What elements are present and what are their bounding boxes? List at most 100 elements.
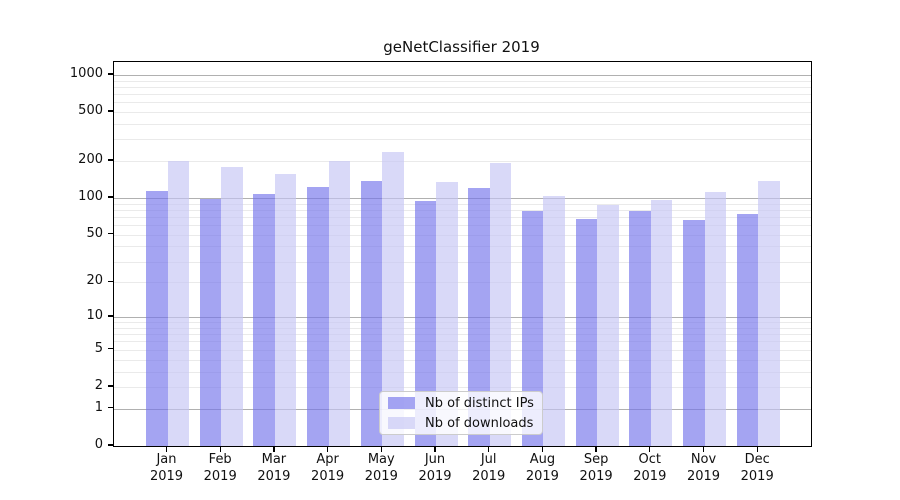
bar-ips-dec xyxy=(736,214,759,446)
x-tick-oct xyxy=(649,446,651,452)
x-tick-label-oct: Oct 2019 xyxy=(633,452,667,484)
x-tick-jan xyxy=(165,446,168,452)
bar-ips-may xyxy=(360,180,383,446)
bar-ips-aug xyxy=(521,211,544,446)
y-tick-label-100: 100 xyxy=(78,189,103,205)
y-gridline-90 xyxy=(114,203,811,205)
x-tick-dec xyxy=(756,446,758,452)
y-tick-label-500: 500 xyxy=(78,103,103,119)
x-tick-mar xyxy=(273,446,275,452)
legend-label-downloads: Nb of downloads xyxy=(425,415,534,431)
y-gridline-200 xyxy=(114,161,811,163)
legend: Nb of distinct IPs Nb of downloads xyxy=(379,391,543,435)
x-tick-apr xyxy=(326,446,329,452)
y-tick-20 xyxy=(108,280,113,283)
bar-downloads-jan xyxy=(167,161,189,446)
chart-title: geNetClassifier 2019 xyxy=(383,38,540,56)
bar-ips-sep xyxy=(575,219,598,446)
legend-item-distinct-ips: Nb of distinct IPs xyxy=(388,395,542,412)
bar-downloads-nov xyxy=(704,192,726,446)
y-gridline-9 xyxy=(114,322,811,324)
x-tick-label-jul: Jul 2019 xyxy=(472,452,506,484)
y-gridline-600 xyxy=(114,102,811,104)
y-tick-10 xyxy=(108,315,113,317)
y-gridline-80 xyxy=(114,209,811,211)
bar-ips-nov xyxy=(683,220,705,446)
y-tick-label-2: 2 xyxy=(94,377,103,393)
y-tick-5 xyxy=(108,348,113,350)
y-tick-0 xyxy=(108,444,113,446)
y-gridline-20 xyxy=(114,282,811,284)
x-tick-label-apr: Apr 2019 xyxy=(311,452,345,484)
y-tick-label-0: 0 xyxy=(94,437,103,452)
bar-ips-oct xyxy=(629,211,651,446)
legend-swatch-distinct-ips xyxy=(388,397,415,409)
bar-ips-apr xyxy=(307,187,329,446)
x-tick-label-mar: Mar 2019 xyxy=(257,452,291,484)
x-tick-label-feb: Feb 2019 xyxy=(203,452,237,484)
y-gridline-30 xyxy=(114,261,811,263)
bar-ips-mar xyxy=(253,193,275,446)
y-gridline-7 xyxy=(114,334,811,336)
x-tick-jul xyxy=(488,446,490,452)
y-tick-50 xyxy=(108,233,113,235)
y-tick-500 xyxy=(108,110,113,112)
bar-downloads-aug xyxy=(543,195,565,446)
y-tick-label-1000: 1000 xyxy=(69,65,103,81)
bar-downloads-oct xyxy=(650,199,673,446)
x-tick-sep xyxy=(595,446,597,452)
y-tick-label-1: 1 xyxy=(94,399,103,415)
x-tick-label-sep: Sep 2019 xyxy=(579,452,613,484)
x-tick-label-aug: Aug 2019 xyxy=(525,452,559,484)
y-gridline-700 xyxy=(114,93,811,95)
y-tick-200 xyxy=(108,159,113,161)
y-gridline-6 xyxy=(114,341,811,343)
bar-downloads-may xyxy=(382,152,404,446)
y-gridline-800 xyxy=(114,86,811,88)
plot-area xyxy=(113,61,812,447)
y-gridline-5 xyxy=(114,349,811,351)
y-gridline-300 xyxy=(114,139,811,141)
bar-downloads-jun xyxy=(436,182,458,446)
x-tick-aug xyxy=(541,446,544,452)
y-gridline-2 xyxy=(114,386,811,388)
bar-ips-jul xyxy=(468,188,490,446)
y-gridline-900 xyxy=(114,80,811,82)
y-tick-1 xyxy=(108,407,113,409)
bar-ips-feb xyxy=(199,199,222,446)
y-gridline-400 xyxy=(114,123,811,125)
y-gridline-60 xyxy=(114,225,811,227)
bar-ips-jan xyxy=(146,190,168,446)
y-gridline-40 xyxy=(114,246,811,248)
legend-item-downloads: Nb of downloads xyxy=(388,415,542,432)
y-gridline-1000 xyxy=(114,74,811,76)
bar-downloads-dec xyxy=(758,181,780,446)
x-tick-label-jun: Jun 2019 xyxy=(418,452,452,484)
bar-downloads-feb xyxy=(221,167,243,446)
x-tick-may xyxy=(380,446,382,452)
y-gridline-50 xyxy=(114,234,811,236)
y-tick-label-10: 10 xyxy=(86,308,103,324)
y-gridline-8 xyxy=(114,327,811,329)
x-tick-feb xyxy=(219,446,221,452)
y-tick-label-50: 50 xyxy=(86,225,103,241)
bar-downloads-mar xyxy=(274,173,297,446)
y-gridline-70 xyxy=(114,216,811,218)
x-tick-label-dec: Dec 2019 xyxy=(740,452,774,484)
x-tick-label-jan: Jan 2019 xyxy=(149,452,184,484)
bar-ips-jun xyxy=(414,200,436,446)
bar-downloads-apr xyxy=(328,160,351,446)
y-tick-100 xyxy=(108,196,113,198)
y-gridline-3 xyxy=(114,371,811,373)
x-tick-nov xyxy=(702,446,705,452)
y-gridline-4 xyxy=(114,359,811,361)
x-tick-label-may: May 2019 xyxy=(364,452,398,484)
x-tick-jun xyxy=(434,446,436,452)
x-tick-label-nov: Nov 2019 xyxy=(686,452,721,484)
legend-swatch-downloads xyxy=(388,417,415,429)
y-tick-2 xyxy=(108,385,113,387)
y-tick-1000 xyxy=(108,73,113,75)
y-tick-label-200: 200 xyxy=(78,152,103,168)
bar-downloads-sep xyxy=(597,205,619,446)
